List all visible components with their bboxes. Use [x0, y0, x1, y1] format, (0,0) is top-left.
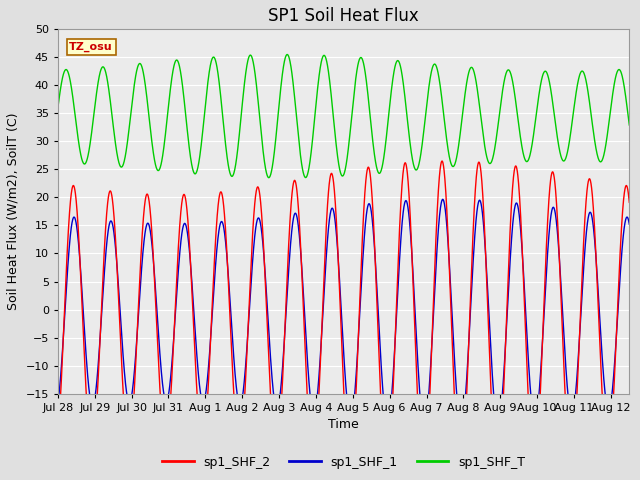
sp1_SHF_2: [119, 387, 127, 393]
sp1_SHF_2: [54, 433, 61, 439]
sp1_SHF_2: [153, 329, 161, 335]
sp1_SHF_T: [153, 167, 161, 172]
sp1_SHF_1: [119, 352, 127, 358]
Text: TZ_osu: TZ_osu: [69, 42, 113, 52]
sp1_SHF_2: [553, 207, 561, 213]
Legend: sp1_SHF_2, sp1_SHF_1, sp1_SHF_T: sp1_SHF_2, sp1_SHF_1, sp1_SHF_T: [157, 451, 530, 474]
sp1_SHF_2: [273, 448, 281, 454]
sp1_SHF_1: [553, 224, 561, 229]
sp1_SHF_1: [54, 400, 61, 406]
sp1_SHF_T: [553, 132, 561, 137]
sp1_SHF_1: [298, 265, 306, 271]
sp1_SHF_1: [614, 300, 622, 305]
Title: SP1 Soil Heat Flux: SP1 Soil Heat Flux: [268, 7, 419, 25]
sp1_SHF_T: [265, 175, 273, 180]
sp1_SHF_T: [614, 67, 622, 72]
sp1_SHF_T: [284, 52, 291, 58]
X-axis label: Time: Time: [328, 418, 359, 431]
sp1_SHF_1: [625, 221, 633, 227]
sp1_SHF_1: [153, 309, 161, 314]
sp1_SHF_1: [439, 196, 447, 202]
sp1_SHF_2: [298, 268, 306, 274]
sp1_SHF_2: [438, 158, 446, 164]
Y-axis label: Soil Heat Flux (W/m2), SoilT (C): Soil Heat Flux (W/m2), SoilT (C): [7, 113, 20, 310]
sp1_SHF_2: [625, 200, 633, 205]
sp1_SHF_1: [273, 406, 281, 412]
sp1_SHF_2: [614, 286, 622, 291]
sp1_SHF_1: [458, 422, 465, 428]
sp1_SHF_T: [54, 105, 61, 110]
sp1_SHF_T: [273, 121, 281, 127]
sp1_SHF_2: [457, 472, 465, 478]
Line: sp1_SHF_1: sp1_SHF_1: [58, 199, 629, 425]
Line: sp1_SHF_T: sp1_SHF_T: [58, 55, 629, 178]
sp1_SHF_T: [119, 162, 127, 168]
Line: sp1_SHF_2: sp1_SHF_2: [58, 161, 629, 475]
sp1_SHF_T: [625, 122, 633, 128]
sp1_SHF_T: [298, 164, 306, 170]
